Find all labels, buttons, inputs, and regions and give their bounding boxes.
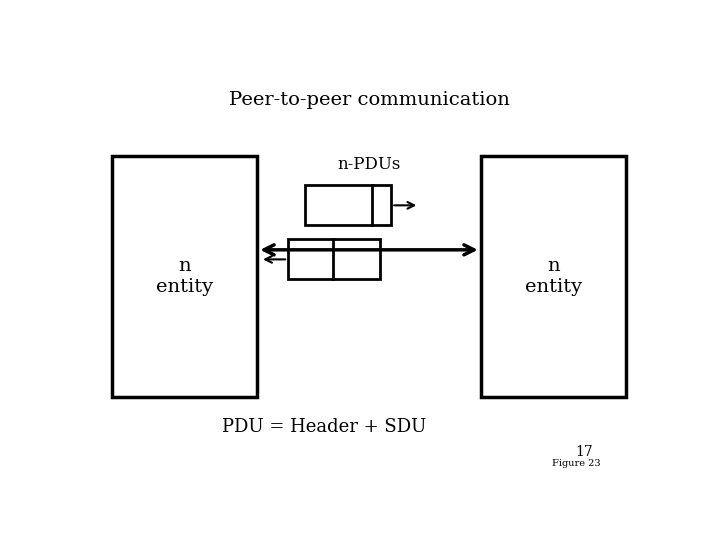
Bar [112, 156, 258, 397]
Text: n
entity: n entity [525, 258, 582, 296]
Bar [481, 156, 626, 397]
Bar [288, 239, 380, 279]
Text: n-PDUs: n-PDUs [337, 156, 401, 173]
Text: 17: 17 [575, 446, 593, 460]
Text: Peer-to-peer communication: Peer-to-peer communication [228, 91, 510, 109]
Text: n
entity: n entity [156, 258, 213, 296]
Text: PDU = Header + SDU: PDU = Header + SDU [222, 417, 426, 436]
Bar [305, 185, 392, 225]
Text: Figure 23: Figure 23 [552, 460, 601, 469]
